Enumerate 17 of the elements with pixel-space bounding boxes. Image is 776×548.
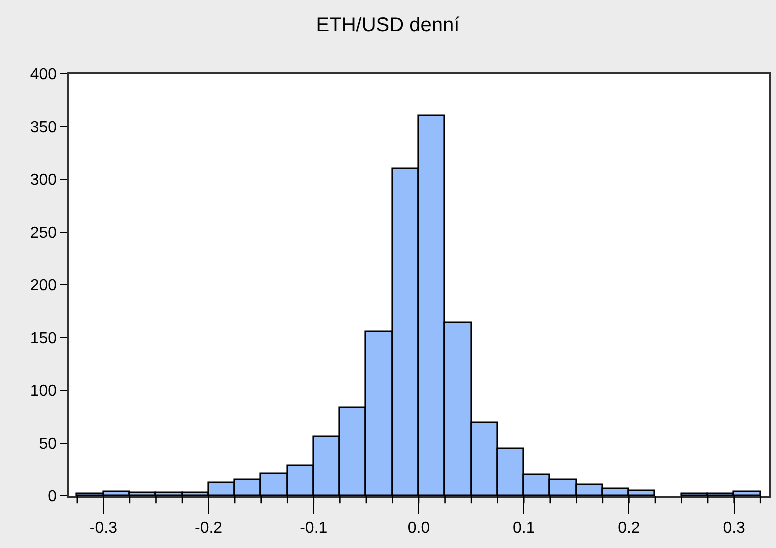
x-tick-label: -0.3 (90, 520, 118, 537)
x-tick-label: 0.3 (723, 520, 746, 537)
x-tick-label: -0.2 (195, 520, 223, 537)
y-tick-label: 150 (30, 330, 58, 348)
y-tick-label: 0 (48, 488, 58, 506)
y-tick-label: 50 (39, 436, 58, 453)
x-tick-label: 0.1 (512, 520, 536, 537)
y-tick-label: 300 (30, 172, 58, 190)
x-tick-label: 0.0 (408, 520, 430, 537)
y-tick-label: 350 (30, 119, 58, 136)
x-tick-label: -0.1 (300, 520, 328, 537)
y-tick-label: 200 (30, 278, 58, 295)
y-tick-label: 100 (30, 383, 58, 400)
y-tick-label: 250 (30, 224, 58, 242)
chart-title: ETH/USD denní (316, 14, 460, 37)
x-tick-label: 0.2 (618, 520, 640, 537)
y-tick-label: 400 (30, 66, 58, 84)
